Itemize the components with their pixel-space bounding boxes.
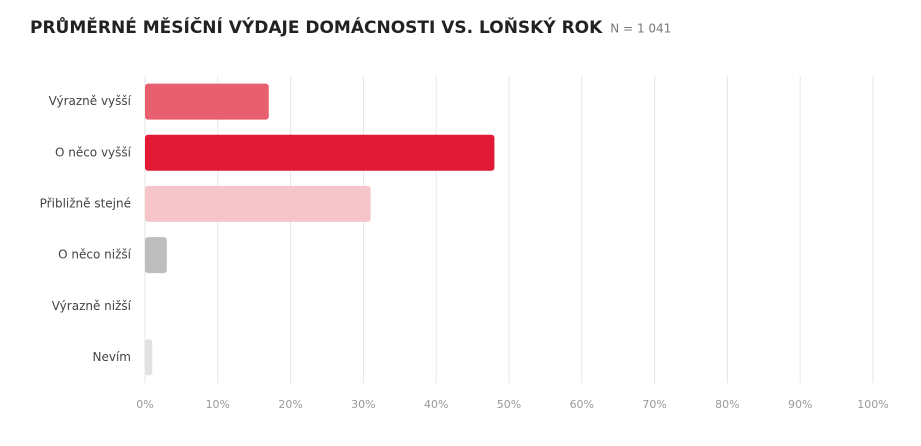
x-tick-label: 0% — [136, 398, 153, 411]
x-tick-label: 20% — [278, 398, 302, 411]
y-tick-label: Nevím — [93, 350, 131, 364]
bar — [145, 134, 495, 171]
bar — [145, 339, 153, 376]
x-tick-label: 30% — [351, 398, 375, 411]
bar — [145, 237, 167, 274]
x-tick-label: 90% — [788, 398, 812, 411]
y-tick-label: Přibližně stejné — [40, 196, 131, 210]
chart-title: PRŮMĚRNÉ MĚSÍČNÍ VÝDAJE DOMÁCNOSTI VS. L… — [30, 15, 603, 38]
x-tick-label: 70% — [642, 398, 666, 411]
x-tick-label: 50% — [497, 398, 521, 411]
y-tick-label: Výrazně nižší — [52, 299, 132, 313]
bar — [145, 185, 371, 222]
x-tick-label: 10% — [206, 398, 230, 411]
y-tick-label: Výrazně vyšší — [49, 94, 132, 108]
y-tick-label: O něco nižší — [58, 248, 131, 262]
x-tick-label: 60% — [570, 398, 594, 411]
x-tick-label: 100% — [857, 398, 888, 411]
x-tick-label: 40% — [424, 398, 448, 411]
y-tick-label: O něco vyšší — [55, 145, 132, 159]
chart-subtitle: N = 1 041 — [610, 22, 671, 36]
bar — [145, 83, 269, 120]
x-tick-label: 80% — [715, 398, 739, 411]
